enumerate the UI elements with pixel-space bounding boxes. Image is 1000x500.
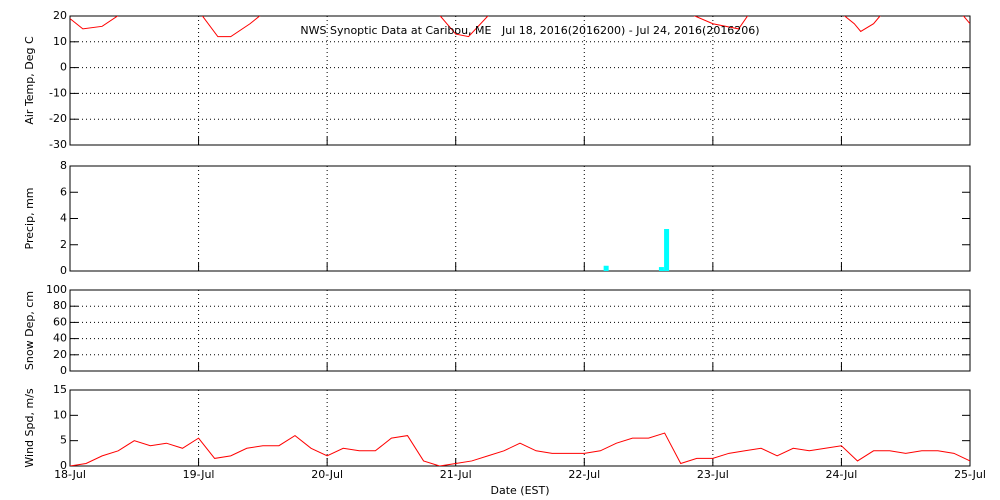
y-axis-label: Snow Dep, cm [23,291,36,370]
y-tick-label: 4 [60,212,67,225]
x-tick-label: 22-Jul [568,468,600,481]
data-line [70,432,970,466]
y-tick-label: 20 [53,348,67,361]
y-tick-label: 0 [60,264,67,277]
bar [664,229,670,271]
series [70,16,970,38]
y-tick-label: 8 [60,159,67,172]
x-tick-label: 19-Jul [183,468,215,481]
y-tick-label: 0 [60,459,67,472]
series [70,432,970,466]
y-tick-label: -20 [49,112,67,125]
y-tick-label: -10 [49,86,67,99]
data-line [70,16,970,38]
y-tick-label: 10 [53,35,67,48]
bar [658,267,664,271]
y-axis-label: Wind Spd, m/s [23,388,36,468]
x-tick-label: 21-Jul [440,468,472,481]
y-tick-label: 20 [53,9,67,22]
y-tick-label: 5 [60,434,67,447]
x-tick-label: 23-Jul [697,468,729,481]
y-tick-label: -30 [49,138,67,151]
x-tick-label: 20-Jul [311,468,343,481]
plot-frame [69,289,971,372]
y-tick-label: 15 [53,383,67,396]
y-tick-label: 40 [53,332,67,345]
y-tick-label: 0 [60,364,67,377]
x-tick-label: 25-Jul [954,468,986,481]
plot-frame [69,389,971,467]
y-tick-label: 10 [53,408,67,421]
y-tick-label: 60 [53,315,67,328]
plot-frame [69,15,971,146]
x-tick-label: 24-Jul [825,468,857,481]
y-tick-label: 6 [60,185,67,198]
chart-title: NWS Synoptic Data at Caribou, ME Jul 18,… [300,24,759,37]
plot-frame [69,165,971,272]
x-axis-label: Date (EST) [490,484,549,497]
y-tick-label: 80 [53,299,67,312]
series [603,229,670,271]
y-tick-label: 100 [46,283,67,296]
x-tick-label: 18-Jul [54,468,86,481]
y-axis-label: Precip, mm [23,188,36,250]
y-axis-label: Air Temp, Deg C [23,36,36,125]
y-tick-label: 2 [60,238,67,251]
y-tick-label: 0 [60,61,67,74]
bar [603,265,609,271]
